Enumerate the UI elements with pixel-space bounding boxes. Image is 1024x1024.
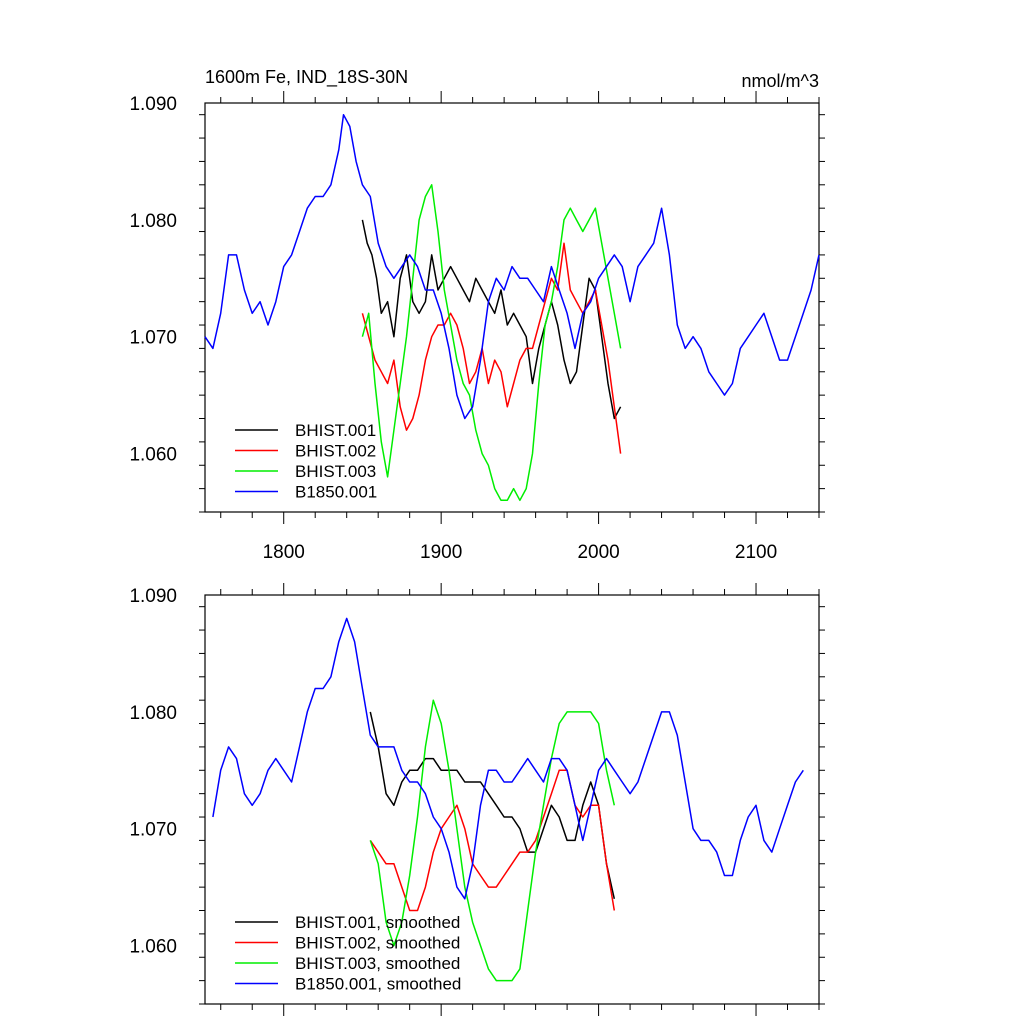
x-tick-label: 2000 — [577, 542, 619, 563]
legend-label: B1850.001 — [295, 483, 377, 502]
series-lines — [212, 617, 804, 982]
y-tick-label: 1.060 — [129, 937, 177, 958]
series-lines — [204, 113, 820, 502]
plot-frame — [204, 594, 820, 1005]
series-line-bhist-003-smoothed — [369, 699, 616, 982]
x-tick-label: 1900 — [420, 542, 462, 563]
series-line-b1850-001 — [204, 113, 820, 420]
legend-label: BHIST.002, smoothed — [295, 934, 460, 953]
axis-ticks — [199, 91, 825, 524]
legend: BHIST.001, smoothed BHIST.002, smoothedBH… — [235, 913, 461, 994]
legend-label: BHIST.001 — [295, 421, 376, 440]
series-line-bhist-003 — [361, 184, 622, 502]
y-tick-label: 1.080 — [129, 703, 177, 724]
top-panel: 1600m Fe, IND_18S-30N nmol/m^3 1.060 1.07… — [129, 67, 825, 563]
legend-label: BHIST.003, smoothed — [295, 954, 460, 973]
y-tick-label: 1.070 — [129, 328, 177, 349]
units-label: nmol/m^3 — [742, 71, 819, 91]
legend-label: B1850.001, smoothed — [295, 975, 461, 994]
y-tick-label: 1.090 — [129, 586, 177, 607]
y-tick-label: 1.090 — [129, 94, 177, 115]
series-line-bhist-002 — [361, 242, 622, 454]
legend-label: BHIST.001, smoothed — [295, 913, 460, 932]
axis-tick-labels: 1.060 1.070 1.080 1.090 — [129, 586, 177, 958]
y-tick-label: 1.080 — [129, 211, 177, 232]
x-tick-label: 1800 — [263, 542, 305, 563]
y-tick-label: 1.060 — [129, 445, 177, 466]
axis-ticks — [199, 583, 825, 1016]
bottom-panel: 1.060 1.070 1.080 1.090 BHIST.001, smoothed… — [129, 583, 825, 1016]
series-line-bhist-001-smoothed — [369, 711, 616, 899]
legend-label: BHIST.002 — [295, 442, 376, 461]
chart-title: 1600m Fe, IND_18S-30N — [205, 67, 408, 88]
x-tick-label: 2100 — [735, 542, 777, 563]
series-line-b1850-001-smoothed — [212, 617, 804, 900]
axis-tick-labels: 1.060 1.070 1.080 1.090 1800 1900 2000 2100 — [129, 94, 777, 563]
plot-frame — [204, 102, 820, 513]
y-tick-label: 1.070 — [129, 820, 177, 841]
legend-label: BHIST.003 — [295, 462, 376, 481]
